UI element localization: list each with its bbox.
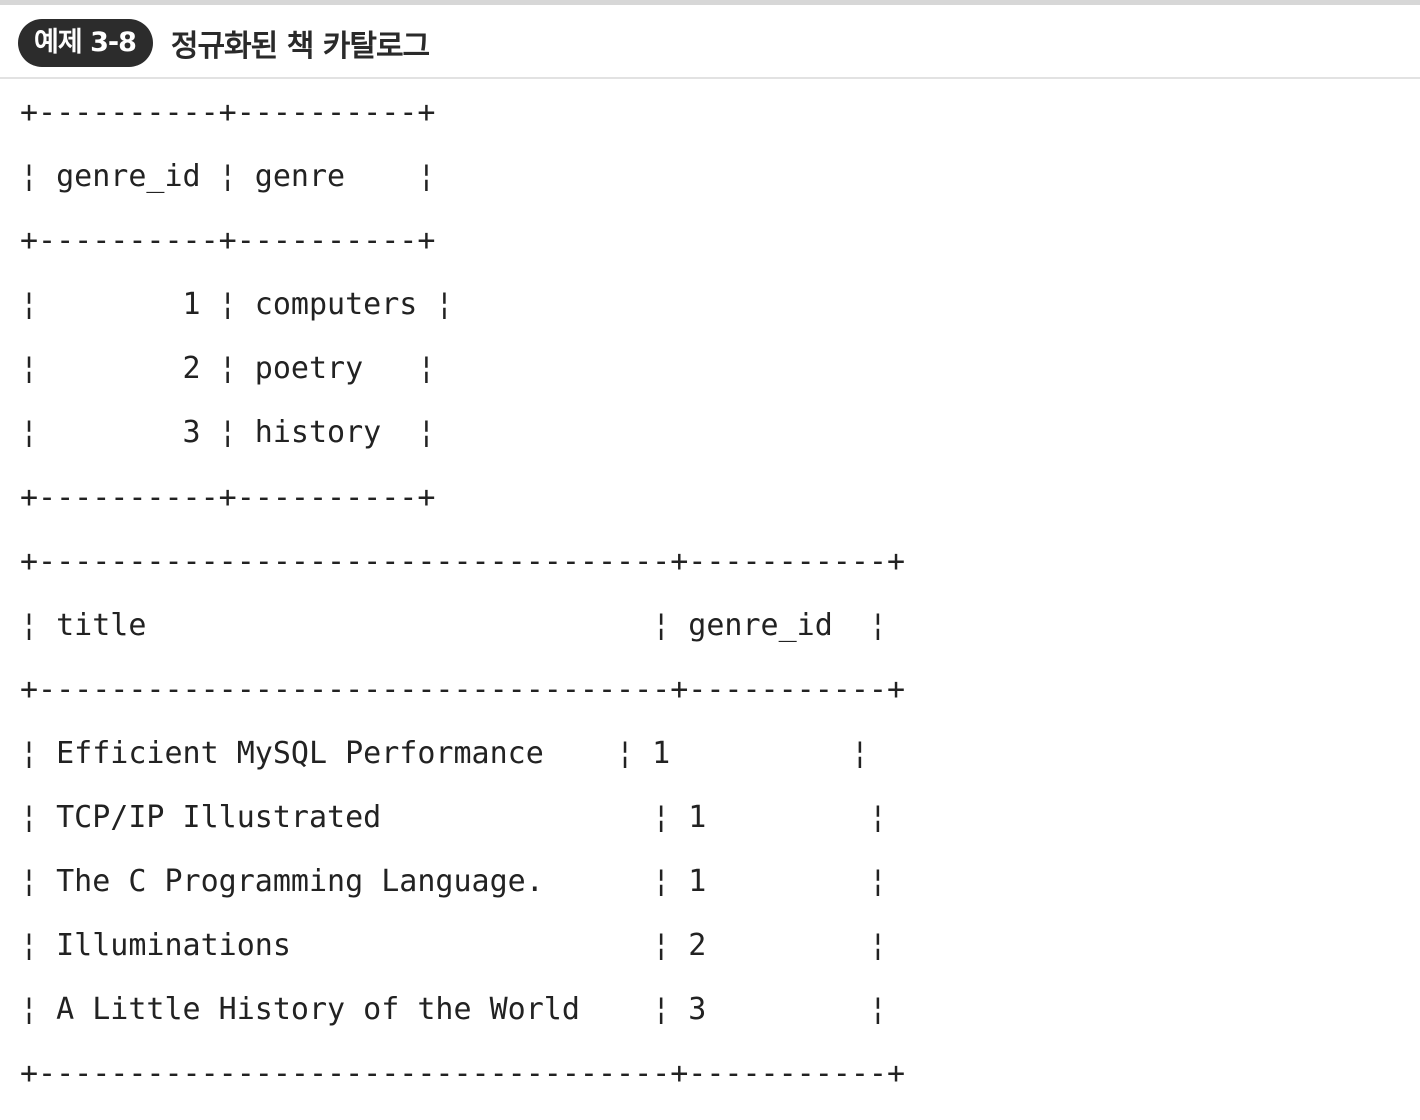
book-table-header-row: ¦ title ¦ genre_id ¦ — [20, 607, 887, 643]
book-table-row: ¦ Efficient MySQL Performance ¦ 1 ¦ — [20, 735, 869, 771]
book-table-bottom-border: +-----------------------------------+---… — [20, 1056, 906, 1092]
book-table-header-separator: +-----------------------------------+---… — [20, 671, 906, 707]
book-table-row: ¦ A Little History of the World ¦ 3 ¦ — [20, 992, 887, 1028]
genre-table-row: ¦ 3 ¦ history ¦ — [20, 415, 436, 451]
example-title: 정규화된 책 카탈로그 — [170, 29, 430, 64]
genre-table-row: ¦ 1 ¦ computers ¦ — [20, 287, 454, 323]
genre-table-top-border: +----------+----------+ — [20, 95, 436, 130]
book-table-row: ¦ TCP/IP Illustrated ¦ 1 ¦ — [20, 800, 887, 836]
book-table-top-border: +-----------------------------------+---… — [20, 543, 906, 579]
top-divider — [0, 0, 1420, 5]
genre-table-header-separator: +----------+----------+ — [20, 223, 436, 259]
genre-table-header-row: ¦ genre_id ¦ genre ¦ — [20, 159, 436, 195]
sql-output-block: +----------+----------+ ¦ genre_id ¦ genr… — [20, 81, 905, 1107]
genre-table-row: ¦ 2 ¦ poetry ¦ — [20, 351, 436, 387]
book-table-row: ¦ The C Programming Language. ¦ 1 ¦ — [20, 864, 887, 900]
example-header: 예제 3-8 정규화된 책 카탈로그 — [18, 18, 430, 68]
genre-table-bottom-border: +----------+----------+ — [20, 479, 436, 515]
book-table-row: ¦ Illuminations ¦ 2 ¦ — [20, 928, 887, 964]
header-divider — [0, 77, 1420, 79]
example-number-badge: 예제 3-8 — [18, 19, 153, 67]
